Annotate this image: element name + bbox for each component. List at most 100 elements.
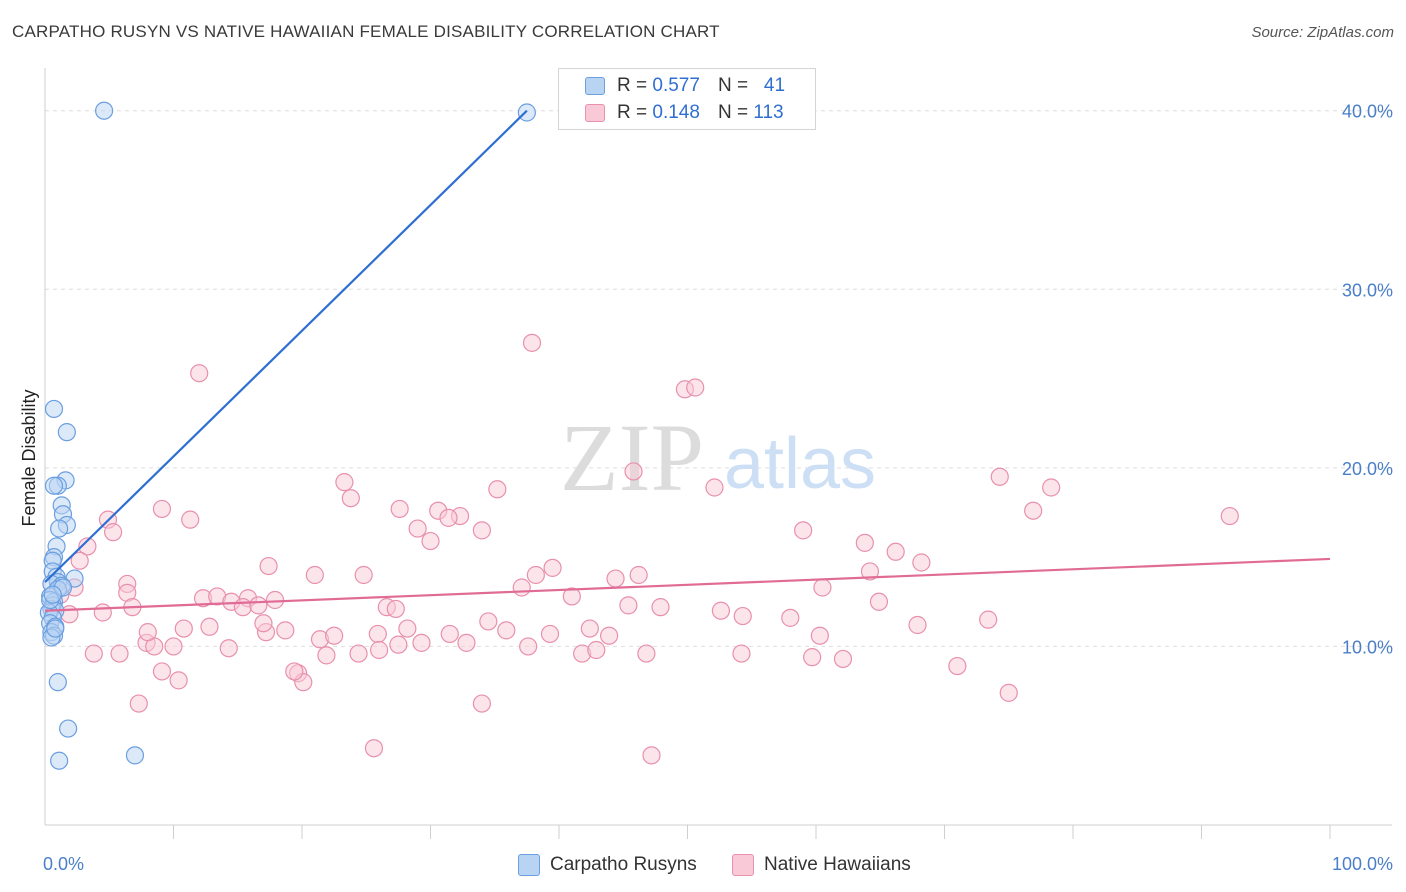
point-hawaiian <box>335 473 354 492</box>
point-hawaiian <box>472 521 491 540</box>
point-hawaiian <box>305 565 324 585</box>
point-hawaiian <box>440 624 459 644</box>
tick-labels: 10.0% 20.0% 30.0% 40.0% 0.0% 100.0% <box>43 102 1393 874</box>
point-carpatho <box>95 101 114 120</box>
point-hawaiian <box>368 624 387 644</box>
watermark: ZIP atlas <box>560 404 876 511</box>
legend-n-value: 41 <box>763 75 786 96</box>
point-hawaiian <box>543 558 562 577</box>
point-hawaiian <box>948 656 967 676</box>
y-tick-label: 20.0% <box>1342 459 1393 479</box>
point-hawaiian <box>497 621 516 640</box>
point-hawaiian <box>219 639 238 658</box>
point-hawaiian <box>421 531 440 551</box>
point-hawaiian <box>200 617 219 636</box>
point-hawaiian <box>600 626 619 645</box>
point-hawaiian <box>265 590 285 610</box>
point-hawaiian <box>540 624 560 644</box>
point-hawaiian <box>512 578 531 597</box>
point-carpatho <box>44 476 64 495</box>
legend-r-value: 0.148 <box>652 102 700 123</box>
point-hawaiian <box>169 671 188 690</box>
point-hawaiian <box>990 467 1009 486</box>
point-hawaiian <box>651 598 670 617</box>
point-hawaiian <box>810 626 829 645</box>
point-hawaiian <box>479 612 498 631</box>
point-hawaiian <box>370 640 389 660</box>
point-hawaiian <box>624 462 643 481</box>
point-hawaiian <box>70 551 89 570</box>
point-hawaiian <box>325 626 344 645</box>
correlation-legend: R = 0.577 N = 41 R = 0.148 N = 113 <box>558 68 816 130</box>
point-hawaiian <box>999 683 1018 702</box>
point-hawaiian <box>349 644 368 663</box>
bottom-legend-label-carpatho: Carpatho Rusyns <box>550 854 697 875</box>
x-tick-label-left: 0.0% <box>43 854 84 874</box>
bottom-legend-swatch-carpatho <box>518 854 540 876</box>
legend-r-value: 0.577 <box>652 75 700 96</box>
point-carpatho <box>50 751 69 770</box>
point-hawaiian <box>110 644 129 663</box>
point-hawaiian <box>84 644 103 663</box>
point-hawaiian <box>457 633 476 652</box>
point-hawaiian <box>637 644 656 663</box>
point-hawaiian <box>1220 506 1239 526</box>
point-hawaiian <box>869 592 889 611</box>
point-hawaiian <box>138 623 157 642</box>
axes <box>44 68 1392 839</box>
watermark-atlas: atlas <box>724 424 876 504</box>
point-hawaiian <box>233 598 252 617</box>
x-tick-label-right: 100.0% <box>1332 854 1393 874</box>
watermark-zip: ZIP <box>560 404 704 511</box>
point-hawaiian <box>580 619 599 638</box>
point-hawaiian <box>398 619 417 638</box>
point-hawaiian <box>886 542 905 561</box>
point-hawaiian <box>587 640 606 660</box>
point-hawaiian <box>488 480 507 499</box>
point-carpatho <box>125 746 145 765</box>
bottom-legend-hawaiian: Native Hawaiians <box>732 852 911 878</box>
legend-swatch-hawaiian <box>585 104 605 122</box>
bottom-legend-swatch-hawaiian <box>732 854 754 876</box>
bottom-legend-carpatho: Carpatho Rusyns <box>518 852 697 878</box>
point-hawaiian <box>606 569 625 588</box>
point-hawaiian <box>317 646 336 665</box>
point-hawaiian <box>152 499 172 519</box>
point-hawaiian <box>386 599 405 619</box>
point-hawaiian <box>412 633 431 652</box>
point-carpatho <box>57 423 76 442</box>
point-hawaiian <box>519 637 538 656</box>
y-axis-label: Female Disability <box>19 389 39 526</box>
point-hawaiian <box>833 649 853 669</box>
legend-n-label: N = <box>717 102 749 123</box>
point-hawaiian <box>522 333 542 352</box>
point-hawaiian <box>78 537 97 556</box>
point-hawaiian <box>104 523 123 542</box>
point-hawaiian <box>93 603 112 622</box>
point-hawaiian <box>439 508 458 527</box>
point-hawaiian <box>629 565 648 585</box>
point-hawaiian <box>472 694 491 713</box>
point-hawaiian <box>979 610 998 629</box>
point-carpatho <box>517 103 536 122</box>
point-carpatho <box>48 673 67 692</box>
point-hawaiian <box>276 621 295 640</box>
point-hawaiian <box>711 601 731 620</box>
legend-swatch-carpatho <box>585 77 605 95</box>
data-points <box>39 101 1239 770</box>
point-hawaiian <box>642 746 661 765</box>
point-hawaiian <box>794 521 813 540</box>
point-hawaiian <box>129 694 148 713</box>
point-carpatho <box>43 585 62 604</box>
point-hawaiian <box>285 662 304 681</box>
point-carpatho <box>59 719 78 738</box>
point-hawaiian <box>781 608 800 627</box>
point-hawaiian <box>562 587 581 606</box>
y-tick-label: 40.0% <box>1342 102 1393 122</box>
point-hawaiian <box>190 364 209 383</box>
point-hawaiian <box>354 565 373 585</box>
point-hawaiian <box>860 562 880 581</box>
point-hawaiian <box>813 578 832 597</box>
point-carpatho <box>50 519 69 538</box>
